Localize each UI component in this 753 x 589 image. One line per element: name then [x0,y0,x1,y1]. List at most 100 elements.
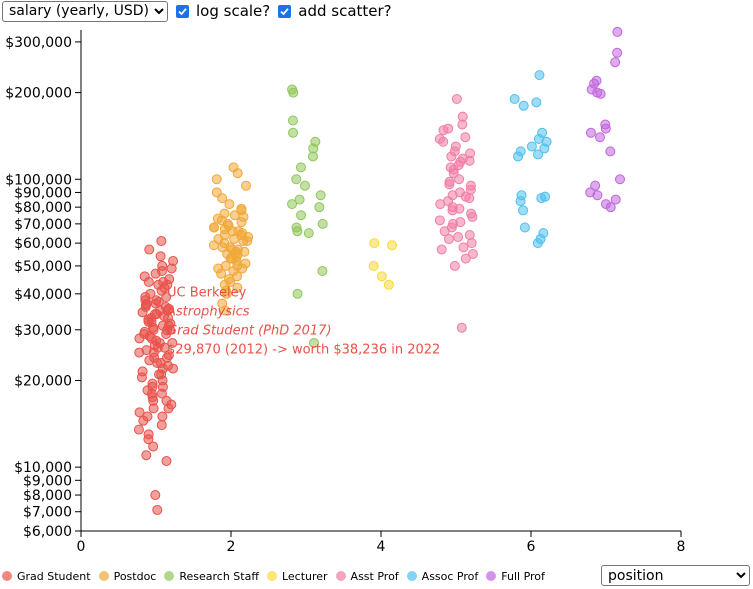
legend-swatch [2,571,12,581]
legend-item[interactable]: Research Staff [164,570,259,583]
x-tick-label: 4 [377,539,386,555]
data-point [134,347,145,358]
data-point [155,358,166,369]
data-point [287,115,298,126]
legend-item[interactable]: Asst Prof [335,570,399,583]
data-point [458,242,469,253]
y-tick-label: $80,000 [14,200,72,216]
data-point [451,94,462,105]
data-point [464,230,475,241]
y-tick-label: $6,000 [23,524,72,540]
data-point [600,123,611,134]
data-point [150,490,161,501]
data-point [467,249,478,260]
data-point [454,203,465,214]
data-point [605,146,616,157]
data-point [143,434,154,445]
data-point [221,288,232,299]
data-point [539,143,550,154]
data-point [449,260,460,271]
data-point [303,228,314,239]
data-point [526,141,537,152]
data-point [456,322,467,333]
data-point [610,57,621,68]
x-tick-label: 0 [77,539,86,555]
data-point [296,210,307,221]
data-point [444,179,455,190]
annotation-line: Astrophysics [166,304,250,319]
data-point [288,87,299,98]
add-scatter-checkbox[interactable] [278,4,292,18]
data-point [287,199,298,210]
checkmark-icon [178,7,187,15]
data-point [438,125,449,136]
annotation-line: UC Berkeley [167,285,247,300]
data-point [435,199,446,210]
data-point [149,352,160,363]
data-point [387,240,398,251]
log-scale-toggle[interactable]: log scale? [176,2,270,20]
y-tick-label: $300,000 [5,35,72,51]
y-tick-label: $50,000 [14,259,72,275]
data-point [317,266,328,277]
data-point [368,260,379,271]
data-point [136,372,147,383]
annotation-line: Grad Student (PhD 2017) [167,323,332,338]
legend-item[interactable]: Assoc Prof [406,570,478,583]
data-point [515,196,526,207]
legend-label: Full Prof [501,569,545,583]
data-point [295,162,306,173]
legend-item[interactable]: Postdoc [98,570,156,583]
data-point [614,174,625,185]
data-point [229,210,240,221]
data-point [236,217,247,228]
legend-swatch [406,571,417,581]
chart: $300,000$200,000$100,000$90,000$80,000$7… [5,26,686,555]
data-point [134,407,145,418]
data-point [292,288,303,299]
data-point [443,234,454,245]
data-point [518,100,529,111]
data-point [232,282,243,293]
data-point [143,276,154,287]
y-tick-label: $90,000 [14,185,72,201]
data-point [154,337,165,348]
legend-label: Grad Student [17,569,91,583]
data-point [457,119,468,130]
metric-select[interactable]: salary (yearly, USD) [2,0,168,22]
y-tick-label: $70,000 [14,217,72,233]
data-point [138,415,149,426]
legend-item[interactable]: Grad Student [2,570,91,583]
data-point [156,420,167,431]
x-axis-select[interactable]: position [601,565,750,586]
y-tick-label: $9,000 [23,473,72,489]
data-point [610,194,621,205]
data-point [446,151,457,162]
data-point [605,202,616,213]
data-point [294,194,305,205]
data-point [161,329,172,340]
legend-item[interactable]: Lecturer [266,570,328,583]
x-tick-label: 6 [527,539,536,555]
data-point [300,180,311,191]
x-tick-label: 8 [677,539,686,555]
legend-item[interactable]: Full Prof [486,570,545,583]
data-point [217,193,228,204]
y-tick-label: $100,000 [5,172,72,188]
checkmark-icon [280,7,289,15]
data-point [168,363,179,374]
annotation-line: $29,870 (2012) -> worth $38,236 in 2022 [167,342,440,357]
add-scatter-toggle[interactable]: add scatter? [278,2,392,20]
data-point [212,213,223,224]
legend-swatch [335,571,346,581]
add-scatter-label: add scatter? [298,2,392,20]
legend-swatch [164,571,175,581]
log-scale-checkbox[interactable] [176,4,189,18]
data-point [227,226,238,237]
data-point [453,232,464,243]
y-tick-label: $7,000 [23,505,72,521]
data-point [213,234,224,245]
data-point [239,246,250,257]
data-point [307,151,318,162]
data-point [166,263,177,274]
